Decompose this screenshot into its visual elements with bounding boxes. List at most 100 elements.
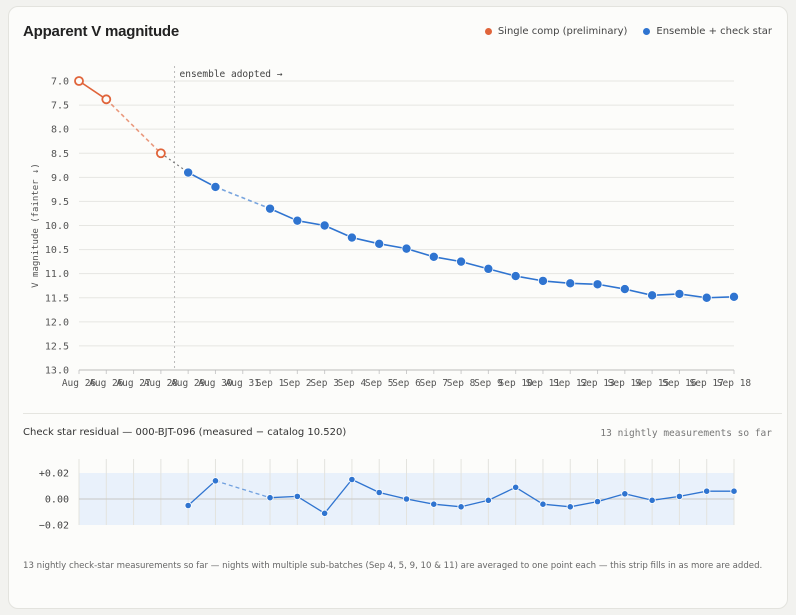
section-divider <box>23 413 782 414</box>
y-tick-label: 12.0 <box>45 317 69 328</box>
series-connector <box>160 152 189 174</box>
y-tick-label: 8.5 <box>51 149 69 160</box>
ensemble-data-point <box>729 291 740 302</box>
x-tick-label: Aug 28 <box>144 378 179 389</box>
footnote: 13 nightly check-star measurements so fa… <box>23 561 763 571</box>
x-tick-label: Aug 26 <box>62 378 97 389</box>
x-tick-label: Sep 9 <box>474 378 503 389</box>
residual-segment <box>624 493 653 501</box>
x-tick-label: Sep 17 <box>690 378 724 389</box>
residual-segment <box>351 478 380 494</box>
ensemble-data-point <box>346 232 357 243</box>
ensemble-data-point <box>183 167 194 178</box>
legend-dot-single <box>484 28 492 35</box>
residual-segment <box>187 480 216 506</box>
y-tick-label: 13.0 <box>45 366 69 377</box>
x-tick-label: Sep 3 <box>310 378 339 389</box>
x-tick-label: Sep 4 <box>338 378 367 389</box>
residual-data-point <box>348 475 356 484</box>
y-tick-label: 11.5 <box>45 293 69 304</box>
residual-title: Check star residual — 000-BJT-096 (measu… <box>23 427 347 438</box>
residual-segment <box>460 499 489 508</box>
x-tick-label: Sep 5 <box>365 378 394 389</box>
x-tick-label: Sep 14 <box>608 378 643 389</box>
residual-count: 13 nightly measurements so far <box>600 428 772 439</box>
ensemble-data-point <box>210 181 221 192</box>
residual-data-point <box>184 501 192 510</box>
y-tick-label: 7.0 <box>51 77 69 88</box>
residual-data-point <box>293 492 301 501</box>
x-tick-label: Aug 31 <box>226 378 261 389</box>
ensemble-data-point <box>701 292 712 303</box>
residual-data-point <box>211 477 220 485</box>
residual-segment <box>679 490 707 498</box>
ensemble-data-point <box>592 279 603 290</box>
residual-y-tick-label: −0.02 <box>39 521 69 532</box>
residual-data-point <box>675 492 684 501</box>
single-series-segment <box>78 80 107 100</box>
residual-segment <box>597 493 626 503</box>
residual-segment <box>652 495 680 501</box>
ensemble-data-point <box>374 238 385 249</box>
ensemble-data-point <box>456 256 467 267</box>
residual-data-point <box>402 495 411 503</box>
x-tick-label: Sep 10 <box>499 378 534 389</box>
y-tick-label: 10.5 <box>45 245 69 256</box>
residual-data-point <box>648 496 656 504</box>
y-tick-label: 11.0 <box>45 269 69 280</box>
residual-data-point <box>484 496 492 504</box>
legend-item-single: Single comp (preliminary) <box>484 26 628 37</box>
chart-title: Apparent V magnitude <box>23 23 180 40</box>
x-tick-label: Sep 8 <box>447 378 476 389</box>
ensemble-annotation: ensemble adopted → <box>180 69 283 80</box>
x-tick-label: Sep 2 <box>283 378 312 389</box>
residual-segment <box>515 486 544 505</box>
x-tick-label: Sep 11 <box>526 378 561 389</box>
legend-label-single: Single comp (preliminary) <box>497 26 628 37</box>
residual-segment <box>488 486 516 501</box>
residual-segment <box>379 491 407 500</box>
y-tick-label: 9.5 <box>51 197 69 208</box>
residual-data-point <box>321 509 329 517</box>
ensemble-data-point <box>674 288 685 299</box>
residual-data-point <box>566 503 574 511</box>
x-tick-label: Sep 7 <box>419 378 448 389</box>
ensemble-data-point <box>510 271 521 282</box>
ensemble-data-point <box>483 263 494 274</box>
residual-segment <box>406 498 434 505</box>
x-tick-label: Sep 6 <box>392 378 421 389</box>
ensemble-data-point <box>292 215 303 226</box>
x-tick-label: Sep 18 <box>717 378 752 389</box>
x-tick-label: Sep 12 <box>553 378 587 389</box>
ensemble-data-point <box>428 251 439 262</box>
x-tick-label: Sep 16 <box>662 378 697 389</box>
residual-y-tick-label: 0.00 <box>45 495 69 506</box>
residual-data-point <box>593 497 602 506</box>
y-tick-label: 12.5 <box>45 341 69 352</box>
y-tick-label: 10.0 <box>45 221 69 232</box>
legend: Single comp (preliminary) Ensemble + che… <box>484 26 772 37</box>
x-tick-label: Aug 30 <box>198 378 233 389</box>
ensemble-series-segment <box>187 171 216 188</box>
residual-segment <box>215 480 271 499</box>
residual-data-point <box>457 503 465 511</box>
x-tick-label: Aug 27 <box>116 378 150 389</box>
residual-data-point <box>266 494 274 502</box>
residual-segment <box>324 479 353 514</box>
y-tick-label: 8.0 <box>51 125 69 136</box>
single-data-point <box>74 76 84 86</box>
residual-segment <box>433 503 462 508</box>
residual-data-point <box>539 500 547 508</box>
legend-label-ensemble: Ensemble + check star <box>656 26 772 37</box>
legend-dot-ensemble <box>643 28 651 35</box>
magnitude-chart: 7.0 7.5 8.0 8.5 9.0 9.5 10.0 10.5 11.0 11.5 12.0 12… <box>31 66 752 389</box>
y-tick-label: 7.5 <box>51 101 69 112</box>
residual-segment <box>570 500 598 508</box>
ensemble-data-point <box>537 275 548 286</box>
x-tick-label: Sep 1 <box>256 378 285 389</box>
residual-segment <box>296 495 325 514</box>
x-tick-label: Sep 13 <box>580 378 614 389</box>
residual-data-point <box>730 487 738 495</box>
legend-item-ensemble: Ensemble + check star <box>643 26 772 37</box>
ensemble-data-point <box>619 284 630 295</box>
